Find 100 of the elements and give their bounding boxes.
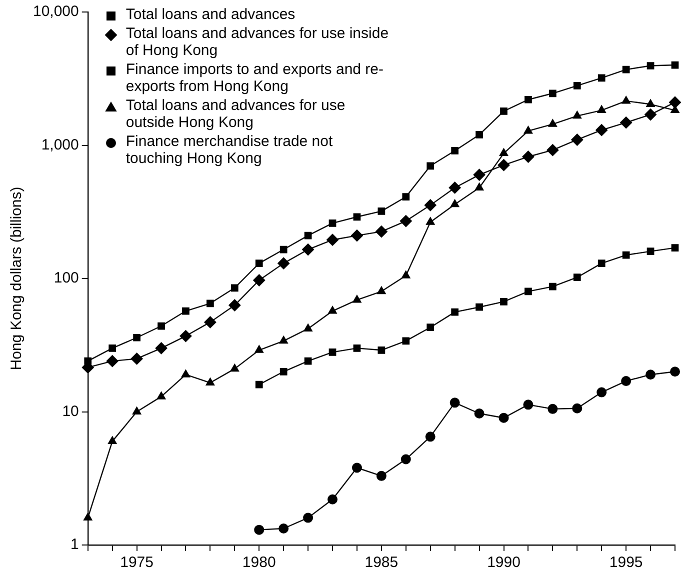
- point: [108, 344, 116, 352]
- point: [451, 308, 459, 316]
- point: [426, 217, 435, 225]
- point: [573, 82, 581, 90]
- point: [474, 408, 484, 419]
- point: [476, 303, 483, 311]
- point: [620, 116, 632, 129]
- point: [280, 368, 288, 376]
- point: [304, 357, 312, 365]
- legend-label: Finance merchandise trade not touching Hong Kong: [126, 133, 334, 167]
- point: [549, 282, 556, 290]
- point: [522, 150, 534, 163]
- point: [573, 274, 581, 282]
- point: [402, 193, 410, 201]
- point: [572, 403, 582, 414]
- point: [451, 147, 459, 154]
- point: [180, 330, 192, 342]
- point: [376, 470, 386, 481]
- point: [548, 119, 558, 127]
- legend-label: Total loans and advances for use outside Hong Kong: [126, 97, 346, 131]
- point: [83, 512, 92, 521]
- point: [402, 337, 410, 345]
- point: [133, 334, 140, 342]
- y-tick-label: 100: [54, 270, 79, 287]
- point: [669, 96, 681, 108]
- point: [474, 182, 484, 190]
- point: [426, 162, 434, 170]
- point: [646, 99, 655, 108]
- point: [644, 108, 657, 121]
- point: [523, 400, 534, 410]
- point: [671, 244, 679, 252]
- point: [132, 406, 142, 414]
- legend-label: Finance imports to and exports and re-exports from Hong Kong: [126, 61, 385, 95]
- x-tick-label: 1995: [609, 554, 643, 572]
- point: [596, 124, 608, 136]
- point: [499, 148, 508, 156]
- point: [181, 370, 190, 378]
- point: [106, 355, 118, 368]
- x-tick-label: 1985: [364, 554, 398, 572]
- point: [524, 126, 533, 134]
- point: [596, 387, 607, 398]
- point: [280, 246, 288, 254]
- point: [622, 66, 630, 74]
- point: [400, 215, 412, 228]
- point: [204, 316, 216, 328]
- point: [84, 357, 92, 365]
- point: [377, 286, 386, 294]
- point: [304, 232, 312, 240]
- point: [158, 322, 165, 330]
- point: [279, 336, 288, 344]
- point: [646, 62, 654, 70]
- point: [350, 230, 363, 242]
- y-tick-label: 10,000: [32, 3, 79, 20]
- point: [278, 257, 290, 270]
- x-tick-label: 1990: [487, 554, 520, 572]
- point: [498, 159, 510, 172]
- point: [328, 220, 336, 227]
- point: [402, 270, 410, 278]
- legend-label: Total loans and advances for use inside of Hong Kong: [126, 25, 389, 59]
- point: [426, 324, 434, 332]
- point: [328, 348, 336, 356]
- point: [548, 404, 558, 414]
- point: [378, 208, 386, 215]
- point: [572, 110, 582, 119]
- x-tick-label: 1980: [242, 554, 276, 572]
- point: [646, 248, 654, 255]
- point: [571, 134, 584, 146]
- point: [253, 274, 266, 286]
- point: [326, 234, 339, 246]
- point: [206, 300, 214, 308]
- point: [108, 436, 117, 444]
- point: [155, 342, 168, 354]
- point: [255, 380, 263, 388]
- point: [254, 524, 264, 535]
- point: [546, 144, 559, 156]
- point: [156, 392, 166, 400]
- point: [352, 294, 362, 303]
- point: [353, 344, 361, 352]
- point: [448, 182, 461, 194]
- point: [671, 61, 679, 69]
- point: [500, 108, 508, 115]
- point: [328, 494, 338, 504]
- point: [352, 462, 362, 473]
- point: [524, 96, 532, 104]
- point: [476, 131, 483, 138]
- point: [206, 378, 215, 386]
- y-axis-title: Hong Kong dollars (billions): [8, 186, 26, 370]
- y-tick-label: 1,000: [41, 136, 79, 154]
- point: [621, 376, 632, 386]
- point: [255, 260, 263, 267]
- point: [278, 523, 289, 534]
- point: [328, 306, 337, 314]
- y-tick-label: 1: [70, 536, 79, 554]
- point: [353, 213, 361, 221]
- point: [130, 352, 143, 365]
- point: [622, 96, 630, 104]
- point: [450, 398, 460, 408]
- point: [303, 512, 314, 523]
- point: [230, 284, 238, 292]
- point: [378, 346, 386, 354]
